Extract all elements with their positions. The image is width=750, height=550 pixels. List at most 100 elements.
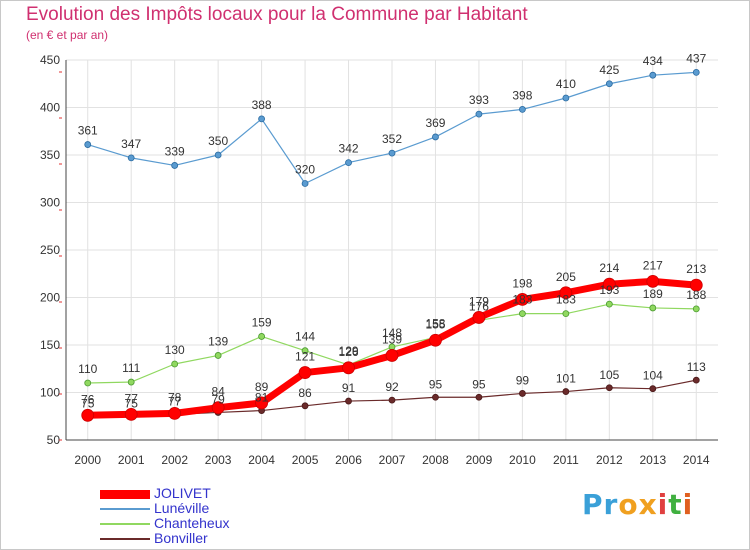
data-label: 139 xyxy=(382,332,402,346)
x-tick-label: 2005 xyxy=(292,453,319,467)
data-point xyxy=(432,133,439,141)
legend-item-jolivet: JOLIVET xyxy=(100,485,320,502)
data-label: 129 xyxy=(339,344,359,358)
logo-letter: r xyxy=(603,488,619,521)
data-label: 75 xyxy=(125,396,139,410)
data-label: 342 xyxy=(339,142,359,156)
proxiti-logo: Proxiti xyxy=(582,488,693,521)
data-point xyxy=(258,333,266,340)
data-label: 176 xyxy=(469,299,489,313)
data-label: 393 xyxy=(469,93,489,107)
legend-swatch xyxy=(100,489,150,499)
data-label: 95 xyxy=(472,377,486,391)
x-tick-label: 2000 xyxy=(74,453,101,467)
x-tick-label: 2011 xyxy=(553,453,579,467)
data-point xyxy=(692,376,700,384)
data-point xyxy=(605,384,613,392)
data-label: 320 xyxy=(295,163,315,177)
data-label: 214 xyxy=(599,261,619,275)
data-point xyxy=(342,361,355,375)
data-label: 79 xyxy=(211,392,225,406)
data-point xyxy=(127,154,135,162)
data-label: 388 xyxy=(252,98,272,112)
data-label: 347 xyxy=(121,137,141,151)
data-label: 183 xyxy=(556,293,576,307)
data-point xyxy=(475,110,483,118)
legend-label: Bonviller xyxy=(154,530,208,546)
data-point xyxy=(519,390,526,397)
data-label: 437 xyxy=(686,51,706,65)
legend-label: Chanteheux xyxy=(154,515,230,531)
data-point xyxy=(559,286,573,300)
data-point xyxy=(519,106,526,113)
y-tick-label: 50 xyxy=(47,433,61,447)
chart-subtitle: (en € et par an) xyxy=(26,28,109,42)
data-point xyxy=(562,310,570,318)
legend-swatch xyxy=(100,508,150,510)
data-point xyxy=(388,396,396,404)
data-point xyxy=(301,347,309,355)
data-label: 78 xyxy=(168,390,182,404)
data-label: 183 xyxy=(512,293,532,307)
logo-letter: i xyxy=(682,488,694,521)
legend-item-chanteheux: Chanteheux xyxy=(100,515,320,532)
data-point xyxy=(345,397,352,405)
data-label: 130 xyxy=(165,343,185,357)
data-point xyxy=(127,378,135,386)
data-point xyxy=(345,159,352,167)
legend-swatch xyxy=(100,538,150,540)
data-point xyxy=(84,141,92,148)
data-label: 352 xyxy=(382,132,402,146)
data-point xyxy=(649,71,657,79)
data-point xyxy=(388,149,396,157)
data-point xyxy=(214,352,222,359)
data-point xyxy=(258,115,266,123)
data-point xyxy=(472,311,486,324)
y-tick-label: 100 xyxy=(40,386,60,400)
chart-title: Evolution des Impôts locaux pour la Comm… xyxy=(26,4,528,25)
data-label: 189 xyxy=(643,287,663,301)
y-tick-label: 150 xyxy=(40,338,60,352)
data-label: 144 xyxy=(295,330,315,344)
series-lunéville xyxy=(84,68,700,187)
logo-letter: o xyxy=(618,488,639,521)
data-label: 205 xyxy=(556,270,576,284)
data-label: 77 xyxy=(125,391,139,405)
logo-letter: i xyxy=(657,488,669,521)
data-label: 350 xyxy=(208,134,228,148)
series-jolivet xyxy=(81,274,703,422)
data-point xyxy=(432,393,439,401)
data-label: 410 xyxy=(556,77,576,91)
data-label: 76 xyxy=(81,392,95,406)
data-point xyxy=(692,68,700,76)
data-point xyxy=(214,151,222,159)
data-label: 111 xyxy=(122,361,141,375)
x-tick-label: 2010 xyxy=(509,453,536,467)
data-label: 158 xyxy=(425,316,445,330)
y-tick-label: 400 xyxy=(40,101,60,115)
logo-letter: t xyxy=(668,488,683,521)
data-point xyxy=(602,277,616,291)
data-label: 148 xyxy=(382,326,402,340)
data-point xyxy=(385,349,399,362)
legend-item-bonviller: Bonviller xyxy=(100,530,320,547)
series-group xyxy=(81,68,703,422)
x-tick-label: 2007 xyxy=(379,453,406,467)
legend-label: Lunéville xyxy=(154,500,210,516)
y-tick-label: 200 xyxy=(40,291,60,305)
data-label: 104 xyxy=(643,369,663,383)
data-point xyxy=(646,274,660,288)
data-label: 361 xyxy=(78,124,98,138)
data-label: 110 xyxy=(78,362,97,376)
x-tick-label: 2001 xyxy=(118,453,145,467)
y-tick-label: 350 xyxy=(40,148,60,162)
x-tick-label: 2006 xyxy=(335,453,362,467)
data-label: 84 xyxy=(211,385,225,399)
data-label: 425 xyxy=(599,63,619,77)
data-point xyxy=(562,94,570,102)
data-label: 159 xyxy=(252,315,272,329)
data-label: 91 xyxy=(342,381,356,395)
data-label: 99 xyxy=(516,373,530,387)
x-tick-label: 2003 xyxy=(205,453,232,467)
